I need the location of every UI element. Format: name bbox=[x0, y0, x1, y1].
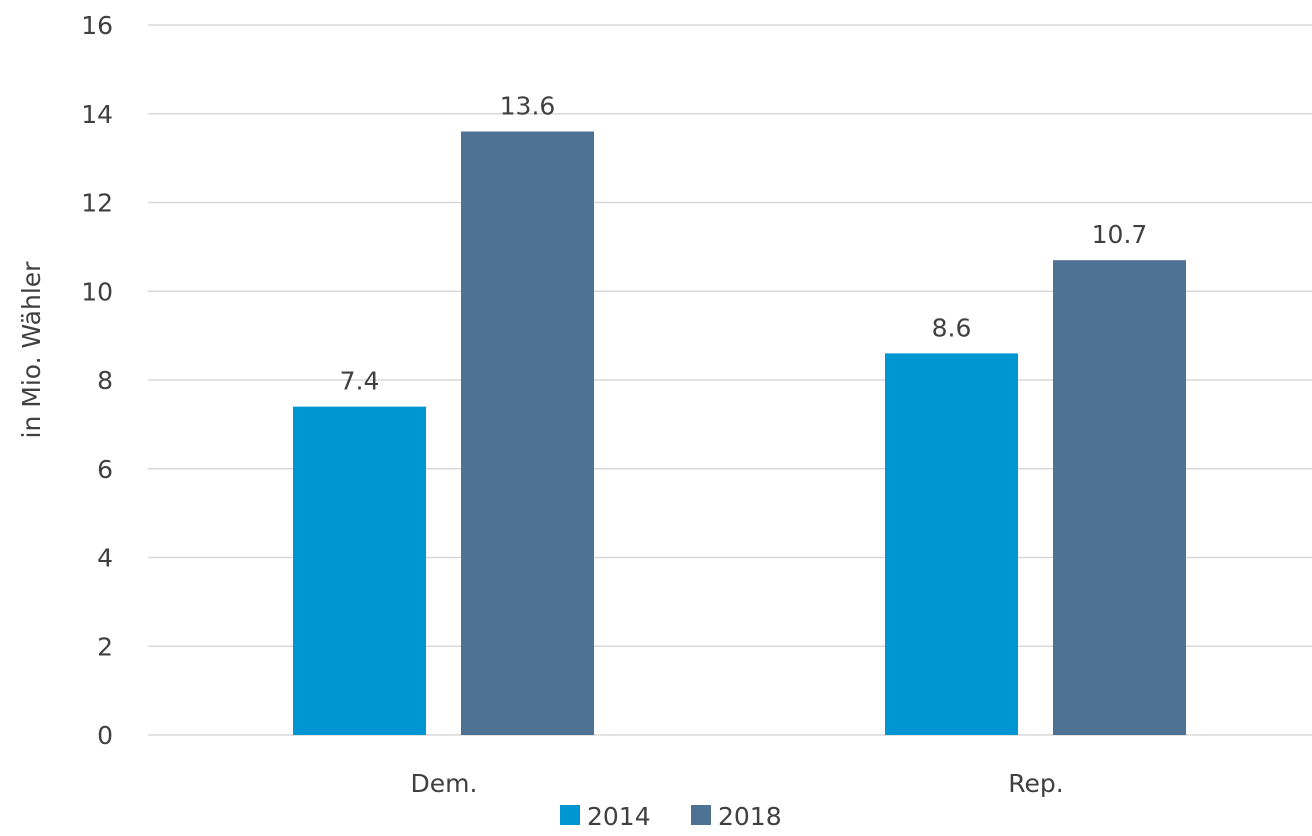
x-category-label: Rep. bbox=[1008, 769, 1063, 798]
legend-label: 2014 bbox=[587, 802, 651, 831]
y-axis-ticks: 0 2 4 6 8 10 12 14 16 bbox=[81, 11, 113, 750]
bar-2018-dem bbox=[461, 131, 594, 735]
y-tick-label: 8 bbox=[97, 366, 113, 395]
y-tick-label: 10 bbox=[81, 277, 113, 306]
y-tick-label: 0 bbox=[97, 721, 113, 750]
y-tick-label: 14 bbox=[81, 100, 113, 129]
bar-2014-rep bbox=[885, 353, 1018, 735]
data-label: 10.7 bbox=[1092, 220, 1148, 249]
bars bbox=[293, 131, 1186, 735]
bar-2014-dem bbox=[293, 406, 426, 735]
data-label: 7.4 bbox=[340, 367, 380, 396]
data-labels: 7.4 8.6 13.6 10.7 bbox=[340, 92, 1148, 396]
y-tick-label: 2 bbox=[97, 632, 113, 661]
x-axis-categories: Dem. Rep. bbox=[411, 769, 1064, 798]
y-tick-label: 12 bbox=[81, 189, 113, 218]
y-tick-label: 4 bbox=[97, 544, 113, 573]
y-tick-label: 6 bbox=[97, 455, 113, 484]
legend-swatch bbox=[691, 805, 711, 825]
legend-label: 2018 bbox=[718, 802, 782, 831]
legend-swatch bbox=[560, 805, 580, 825]
x-category-label: Dem. bbox=[411, 769, 478, 798]
data-label: 13.6 bbox=[500, 92, 556, 121]
bar-2018-rep bbox=[1053, 260, 1186, 735]
y-tick-label: 16 bbox=[81, 11, 113, 40]
data-label: 8.6 bbox=[932, 313, 972, 342]
legend: 2014 2018 bbox=[560, 802, 782, 831]
y-axis-title: in Mio. Wähler bbox=[17, 261, 46, 439]
